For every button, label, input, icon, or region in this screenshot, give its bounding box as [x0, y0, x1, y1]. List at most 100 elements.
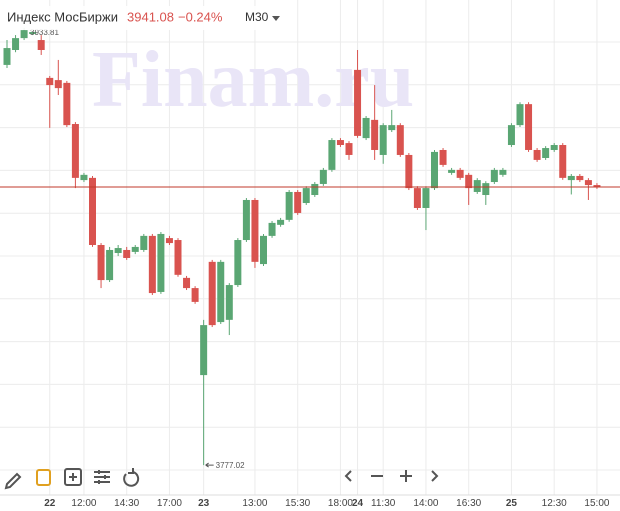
candle-body	[516, 104, 524, 126]
candle-body	[328, 140, 336, 170]
candle-body	[148, 235, 156, 294]
candle-body	[29, 32, 37, 34]
x-tick-label: 12:30	[542, 498, 567, 509]
candle-body	[114, 248, 122, 254]
price: 3941.08	[127, 9, 174, 24]
candle-body	[405, 154, 413, 189]
candle-body	[251, 199, 259, 262]
candle-body	[439, 149, 447, 165]
grid	[0, 0, 620, 495]
dropdown-arrow[interactable]	[272, 16, 280, 21]
candle-body	[507, 125, 515, 146]
candle-body	[362, 117, 370, 139]
candle-body	[140, 235, 148, 250]
candle-body	[456, 169, 464, 178]
zoom-in[interactable]	[400, 470, 412, 482]
candle-body	[20, 30, 28, 39]
candle-body	[123, 249, 131, 258]
timeframe[interactable]: M30	[245, 10, 269, 24]
candle-body	[388, 125, 396, 131]
candle-body	[200, 325, 208, 376]
candle-body	[379, 125, 387, 155]
candle-body	[37, 40, 45, 50]
candle-body	[525, 104, 533, 150]
candle-body	[302, 188, 310, 204]
x-tick-label: 16:30	[456, 498, 481, 509]
candle-body	[550, 145, 558, 150]
candle-body	[234, 240, 242, 286]
candle-body	[165, 238, 173, 244]
candle-body	[285, 191, 293, 220]
x-tick-label: 17:00	[157, 498, 182, 509]
candle-body	[336, 140, 344, 146]
candle-body	[208, 261, 216, 326]
pencil-tool[interactable]	[4, 472, 22, 490]
watermark: Finam.ru	[92, 36, 414, 124]
candle-body	[80, 174, 88, 181]
scroll-left[interactable]	[344, 470, 352, 482]
candle-body	[576, 175, 584, 181]
x-tick-label: 18:00	[328, 498, 353, 509]
candle-body	[559, 145, 567, 178]
candle-body	[46, 77, 54, 86]
candle-body	[225, 285, 233, 320]
candle-body	[174, 240, 182, 275]
candle-body	[473, 180, 481, 192]
x-tick-label: 24	[352, 498, 364, 509]
candle-body	[345, 143, 353, 155]
candle-body	[319, 169, 327, 184]
x-tick-label: 15:00	[584, 498, 609, 509]
x-tick-label: 14:30	[114, 498, 139, 509]
change: −0.24%	[178, 9, 223, 24]
candle-body	[490, 169, 498, 183]
add-tool[interactable]	[64, 468, 82, 486]
plot: 3933.81 3777.02	[0, 27, 620, 470]
candle-body	[260, 235, 267, 265]
candle-body	[63, 82, 71, 126]
settings-tool[interactable]	[94, 470, 110, 484]
candle-body	[431, 151, 438, 189]
candle-body	[54, 80, 62, 89]
candle-body	[277, 219, 285, 225]
candle-body	[71, 124, 79, 178]
candle-body	[567, 175, 575, 181]
candle-body	[542, 148, 550, 158]
x-tick-label: 15:30	[285, 498, 310, 509]
candle-body	[371, 119, 379, 150]
instrument: Индекс МосБиржи	[7, 9, 118, 24]
candle-body	[354, 69, 362, 136]
x-tick-label: 12:00	[71, 498, 96, 509]
candle-body	[396, 125, 404, 155]
reset-tool[interactable]	[123, 468, 140, 487]
candle-body	[311, 183, 319, 196]
max-label: 3933.81	[30, 28, 59, 37]
candle-body	[465, 174, 473, 189]
candle-body	[584, 180, 592, 186]
x-tick-label: 14:00	[413, 498, 438, 509]
toolbar	[4, 468, 439, 490]
candle-body	[89, 177, 96, 245]
candle-body	[3, 48, 11, 65]
x-tick-label: 22	[44, 498, 56, 509]
notes-tool[interactable]	[36, 469, 51, 486]
candle-body	[593, 185, 601, 187]
candle-body	[183, 277, 191, 289]
candle-body	[448, 169, 456, 173]
candle-body	[217, 261, 225, 323]
candle-body	[242, 199, 250, 241]
candle-body	[106, 249, 114, 281]
x-tick-label: 25	[506, 498, 518, 509]
x-tick-label: 23	[198, 498, 210, 509]
candle-body	[157, 233, 165, 292]
x-tick-label: 13:00	[242, 498, 267, 509]
candle-body	[294, 191, 302, 213]
candle-body	[191, 288, 199, 302]
candle-body	[482, 183, 490, 196]
candle-body	[131, 246, 139, 252]
candle-body	[533, 149, 541, 160]
candle-body	[422, 188, 430, 208]
min-label: 3777.02	[216, 461, 245, 470]
header-bg	[0, 6, 290, 30]
scroll-right[interactable]	[431, 470, 439, 482]
